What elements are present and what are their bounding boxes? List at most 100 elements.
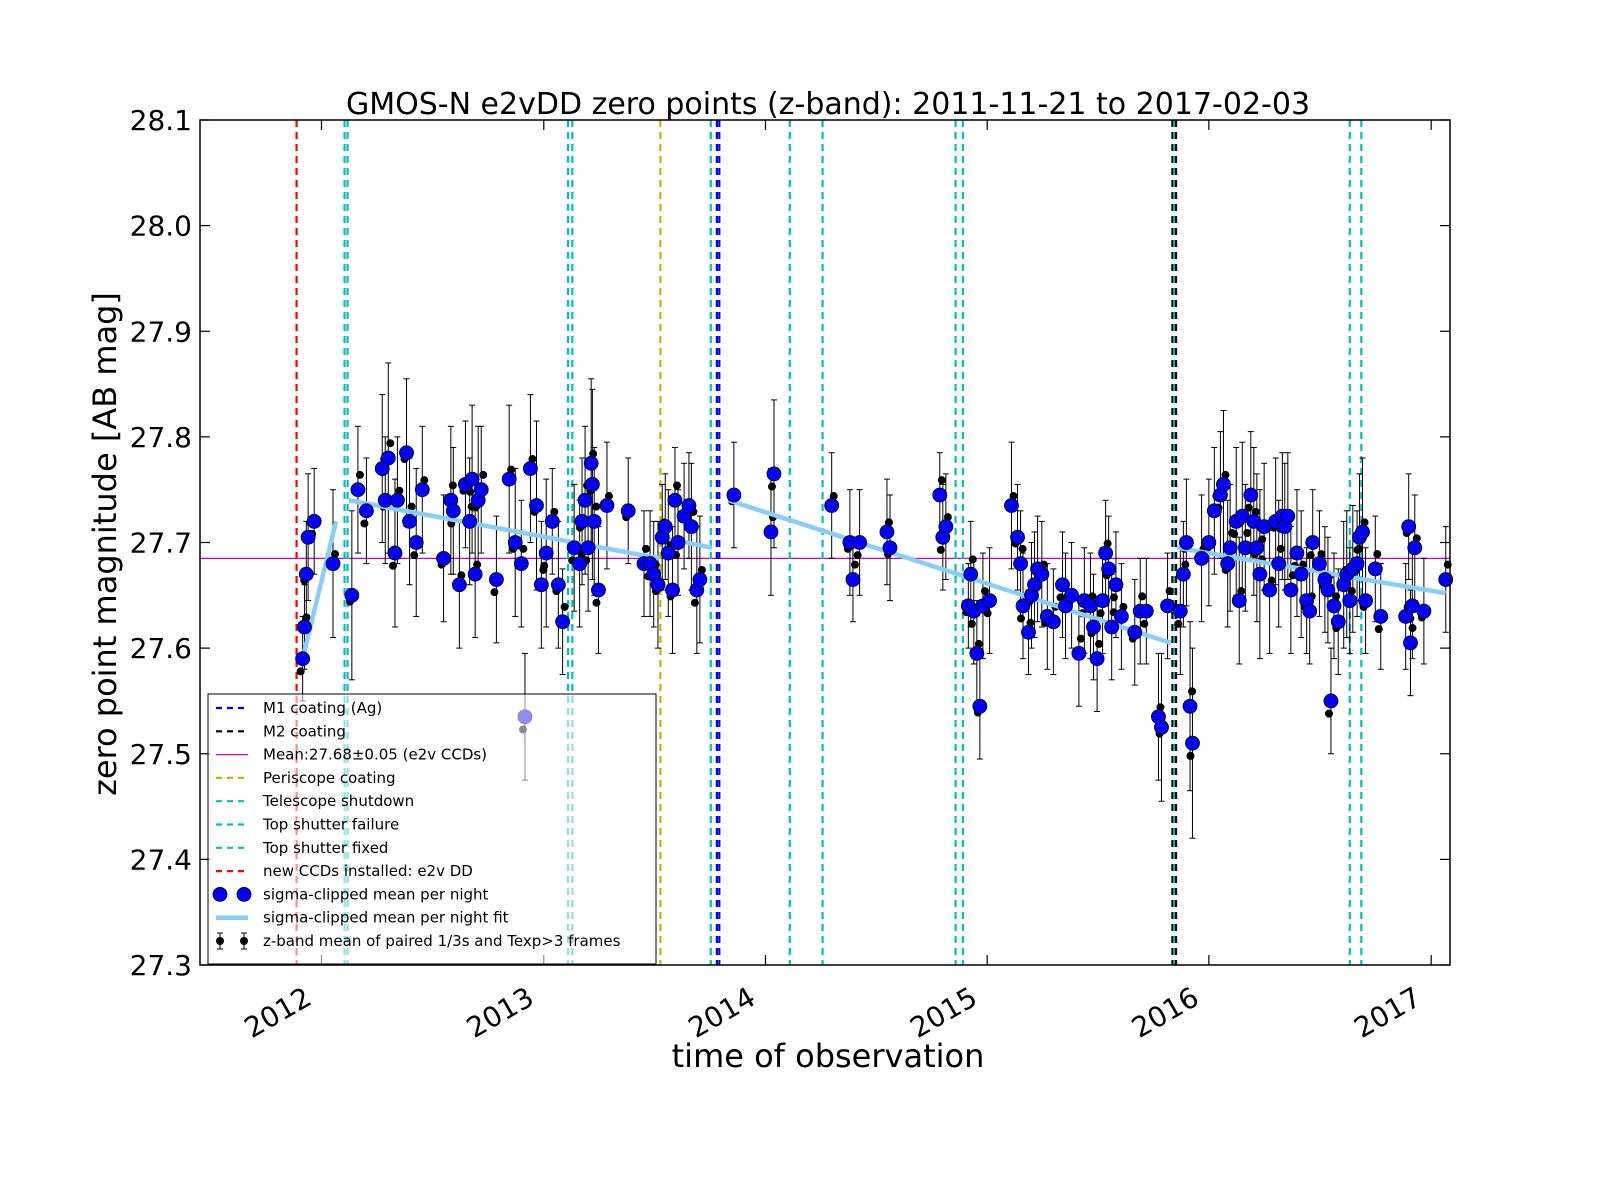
night-mean-point <box>1243 487 1259 503</box>
frame-mean-point <box>410 551 419 560</box>
frame-mean-point <box>1181 560 1190 569</box>
night-mean-point <box>1108 577 1124 593</box>
night-mean-point <box>1021 624 1036 640</box>
night-mean-point <box>1231 593 1247 608</box>
night-mean-point <box>1013 556 1028 572</box>
frame-mean-point <box>540 561 549 570</box>
frame-mean-point <box>420 476 429 485</box>
frame-mean-point <box>1230 530 1239 539</box>
night-mean-point <box>692 572 708 587</box>
frame-mean-point <box>1026 618 1035 627</box>
night-mean-point <box>1172 603 1188 619</box>
night-mean-point <box>325 556 341 572</box>
night-mean-point <box>399 445 414 461</box>
frame-mean-point <box>1096 609 1105 618</box>
night-mean-point <box>572 556 588 572</box>
night-mean-point <box>1320 582 1336 598</box>
frame-mean-point <box>360 519 369 528</box>
frame-mean-point <box>974 639 983 648</box>
night-mean-point <box>1312 556 1327 572</box>
legend: M1 coating (Ag) M2 coating Mean:27.68±0.05… <box>207 693 657 965</box>
frame-mean-point <box>1373 550 1382 559</box>
frame-mean-point <box>1267 576 1276 585</box>
night-mean-point <box>938 519 954 535</box>
night-mean-point <box>1010 529 1025 545</box>
frame-mean-point <box>490 588 499 597</box>
frame-mean-point <box>302 613 311 622</box>
night-mean-point <box>1262 582 1278 598</box>
frame-mean-point <box>672 481 681 490</box>
night-mean-point <box>1373 609 1389 624</box>
frame-mean-point <box>1221 470 1230 479</box>
night-mean-point <box>297 619 312 635</box>
legend-label: Periscope coating <box>263 769 396 787</box>
frame-mean-point <box>395 486 404 495</box>
legend-label: M2 coating <box>263 722 346 740</box>
y-tick-label: 28.0 <box>130 210 192 243</box>
night-mean-point <box>1175 566 1191 582</box>
frame-mean-point <box>1412 534 1421 543</box>
frame-mean-point <box>550 507 559 516</box>
frame-mean-point <box>1237 587 1246 596</box>
night-mean-point <box>660 545 676 561</box>
night-mean-point <box>650 577 666 593</box>
frame-mean-point <box>1095 639 1104 648</box>
legend-swatch <box>240 937 248 945</box>
x-tick-label: 2012 <box>239 980 317 1044</box>
frame-mean-point <box>697 565 706 574</box>
night-mean-point <box>766 466 782 482</box>
frame-mean-point <box>767 482 776 491</box>
night-mean-point <box>1201 535 1217 550</box>
frame-mean-point <box>1186 751 1195 760</box>
night-mean-point <box>533 577 549 593</box>
frame-mean-point <box>1360 518 1369 527</box>
frame-mean-point <box>968 555 977 564</box>
night-mean-point <box>1342 593 1358 608</box>
night-mean-point <box>566 540 582 556</box>
night-mean-point <box>583 455 599 471</box>
y-tick-label: 27.8 <box>130 421 192 454</box>
x-tick-label: 2017 <box>1348 980 1426 1044</box>
night-mean-point <box>577 492 593 508</box>
night-mean-point <box>1055 577 1070 593</box>
night-mean-point <box>1330 614 1346 630</box>
night-mean-point <box>963 566 979 582</box>
night-mean-point <box>584 477 600 492</box>
legend-label: sigma-clipped mean per night fit <box>263 909 509 927</box>
night-mean-point <box>1216 477 1231 492</box>
night-mean-point <box>586 513 602 529</box>
night-mean-point <box>298 566 314 582</box>
frame-mean-point <box>1244 503 1253 512</box>
frame-mean-point <box>1276 544 1285 553</box>
y-axis-label: zero point magnitude [AB mag] <box>86 292 124 796</box>
frame-mean-point <box>1251 507 1260 516</box>
frame-mean-point <box>1243 528 1252 537</box>
y-tick-label: 27.9 <box>130 315 192 348</box>
frame-mean-point <box>507 465 516 474</box>
legend-box <box>207 693 657 965</box>
night-mean-point <box>972 698 988 714</box>
night-mean-point <box>1015 598 1031 614</box>
chart-title: GMOS-N e2vDD zero points (z-band): 2011-… <box>346 87 1310 122</box>
frame-mean-point <box>850 560 859 569</box>
night-mean-point <box>408 535 424 550</box>
night-mean-point <box>1407 540 1423 556</box>
night-mean-point <box>1438 572 1454 587</box>
night-mean-point <box>824 498 840 513</box>
frame-mean-point <box>448 481 457 490</box>
legend-label: Top shutter failure <box>262 816 399 834</box>
night-mean-point <box>501 471 517 487</box>
y-tick-label: 27.6 <box>130 632 192 665</box>
night-mean-markers <box>295 445 1454 751</box>
legend-label: z-band mean of paired 1/3s and Texp>3 fr… <box>263 932 621 950</box>
night-mean-point <box>1160 598 1175 614</box>
frame-mean-point <box>528 455 537 464</box>
frame-mean-point <box>1353 545 1362 554</box>
legend-label: M1 coating (Ag) <box>263 699 382 717</box>
frame-mean-point <box>1119 602 1128 611</box>
x-axis-label: time of observation <box>672 1037 985 1075</box>
night-mean-point <box>763 524 779 540</box>
frame-mean-point <box>296 667 305 676</box>
fit-segment <box>300 520 339 660</box>
y-tick-label: 27.3 <box>130 949 192 982</box>
